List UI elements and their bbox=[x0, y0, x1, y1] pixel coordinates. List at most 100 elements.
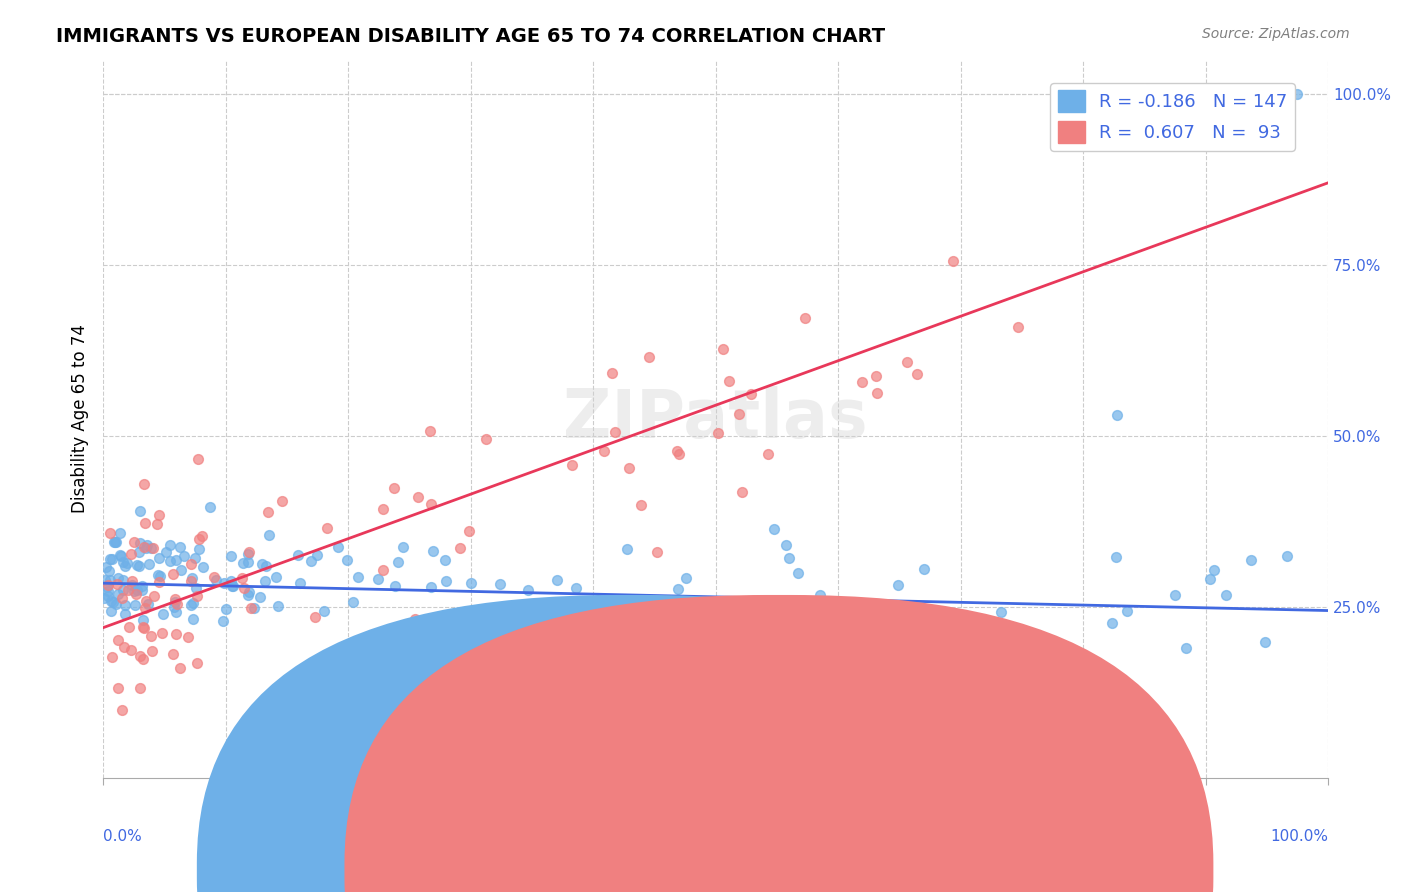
Text: Immigrants: Immigrants bbox=[661, 863, 758, 877]
Immigrants bbox=[94, 559, 117, 574]
Y-axis label: Disability Age 65 to 74: Disability Age 65 to 74 bbox=[72, 325, 89, 514]
Europeans bbox=[148, 574, 170, 589]
Immigrants bbox=[146, 567, 169, 582]
Immigrants bbox=[128, 536, 150, 550]
Europeans bbox=[150, 626, 173, 640]
Europeans bbox=[406, 490, 429, 504]
Europeans bbox=[450, 541, 472, 555]
Europeans bbox=[385, 622, 408, 636]
Immigrants bbox=[467, 622, 489, 636]
Immigrants bbox=[990, 605, 1012, 619]
Europeans bbox=[865, 368, 887, 383]
Europeans bbox=[166, 597, 188, 611]
Europeans bbox=[128, 681, 150, 695]
Immigrants bbox=[808, 588, 831, 602]
Europeans bbox=[561, 458, 583, 472]
Immigrants bbox=[173, 549, 195, 563]
Immigrants bbox=[135, 538, 157, 552]
Immigrants bbox=[1116, 604, 1139, 618]
Europeans bbox=[162, 567, 184, 582]
Immigrants bbox=[191, 560, 214, 574]
Immigrants bbox=[121, 578, 143, 592]
Europeans bbox=[419, 424, 441, 438]
Europeans bbox=[141, 629, 163, 643]
Immigrants bbox=[108, 548, 131, 562]
Legend: R = -0.186   N = 147, R =  0.607   N =  93: R = -0.186 N = 147, R = 0.607 N = 93 bbox=[1050, 83, 1295, 151]
Europeans bbox=[107, 632, 129, 647]
Europeans bbox=[793, 311, 815, 326]
Europeans bbox=[740, 387, 762, 401]
Europeans bbox=[132, 620, 155, 634]
Europeans bbox=[382, 481, 405, 495]
Immigrants bbox=[107, 586, 129, 600]
Europeans bbox=[129, 648, 152, 663]
Europeans bbox=[131, 652, 153, 666]
Immigrants bbox=[529, 597, 551, 611]
Immigrants bbox=[163, 600, 186, 615]
Europeans bbox=[186, 589, 208, 603]
Immigrants bbox=[125, 583, 148, 598]
Immigrants bbox=[104, 597, 127, 611]
Immigrants bbox=[267, 599, 290, 613]
Immigrants bbox=[198, 500, 221, 515]
Immigrants bbox=[138, 557, 160, 571]
Immigrants bbox=[367, 572, 389, 586]
Europeans bbox=[120, 547, 142, 561]
Immigrants bbox=[1101, 616, 1123, 631]
Europeans bbox=[162, 648, 184, 662]
Immigrants bbox=[1047, 640, 1070, 654]
Immigrants bbox=[93, 591, 115, 605]
Immigrants bbox=[571, 607, 593, 622]
Immigrants bbox=[264, 570, 287, 584]
Europeans bbox=[373, 502, 395, 516]
Europeans bbox=[187, 452, 209, 467]
Immigrants bbox=[675, 571, 697, 585]
Immigrants bbox=[254, 559, 277, 574]
Immigrants bbox=[104, 535, 127, 549]
Immigrants bbox=[312, 604, 335, 618]
Immigrants bbox=[257, 528, 280, 542]
Europeans bbox=[97, 577, 120, 591]
Immigrants bbox=[346, 570, 368, 584]
Immigrants bbox=[886, 578, 908, 592]
Immigrants bbox=[219, 549, 242, 563]
Europeans bbox=[134, 601, 156, 615]
Immigrants bbox=[912, 562, 935, 576]
Immigrants bbox=[98, 552, 121, 566]
Immigrants bbox=[114, 607, 136, 621]
Immigrants bbox=[222, 579, 245, 593]
Immigrants bbox=[214, 602, 236, 616]
Immigrants bbox=[184, 550, 207, 565]
Immigrants bbox=[762, 522, 785, 536]
Immigrants bbox=[131, 579, 153, 593]
Immigrants bbox=[786, 566, 808, 580]
Immigrants bbox=[100, 604, 122, 618]
Europeans bbox=[163, 592, 186, 607]
Immigrants bbox=[94, 573, 117, 587]
Europeans bbox=[304, 610, 326, 624]
Immigrants bbox=[103, 535, 125, 549]
Europeans bbox=[118, 620, 141, 634]
Immigrants bbox=[159, 554, 181, 568]
Europeans bbox=[420, 497, 443, 511]
Europeans bbox=[593, 444, 616, 458]
Immigrants bbox=[124, 598, 146, 612]
Immigrants bbox=[299, 553, 322, 567]
Europeans bbox=[666, 443, 689, 458]
Immigrants bbox=[422, 543, 444, 558]
Europeans bbox=[630, 498, 652, 512]
Europeans bbox=[98, 525, 121, 540]
Immigrants bbox=[420, 580, 443, 594]
Immigrants bbox=[141, 541, 163, 555]
Immigrants bbox=[165, 553, 187, 567]
Europeans bbox=[707, 425, 730, 440]
Europeans bbox=[718, 374, 741, 388]
Immigrants bbox=[125, 558, 148, 573]
Immigrants bbox=[236, 555, 259, 569]
Immigrants bbox=[666, 582, 689, 596]
Immigrants bbox=[489, 577, 512, 591]
Europeans bbox=[617, 461, 640, 475]
Immigrants bbox=[384, 579, 406, 593]
Immigrants bbox=[685, 621, 707, 635]
Immigrants bbox=[775, 537, 797, 551]
